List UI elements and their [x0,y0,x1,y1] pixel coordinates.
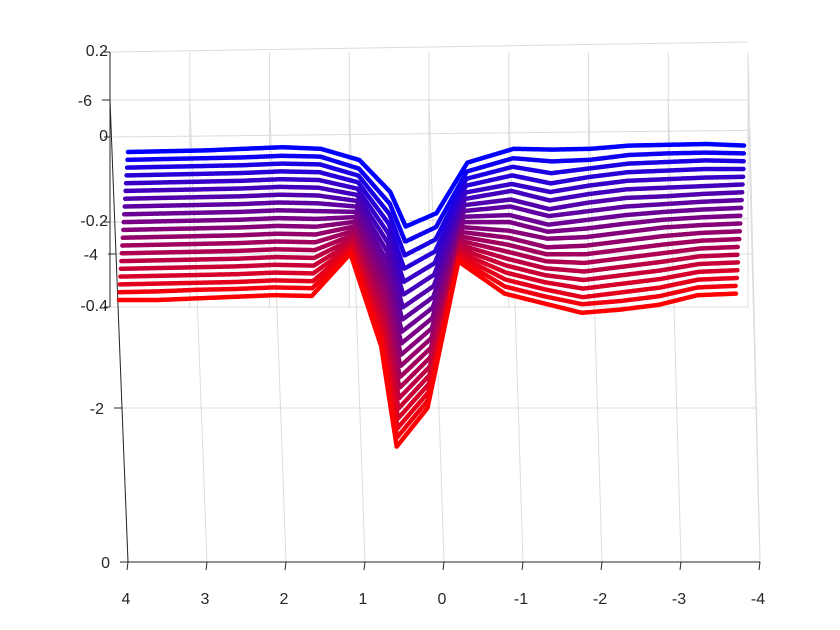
floor-grid-x-2 [269,99,287,563]
z-tick-label-0: 0.2 [86,43,108,60]
series-line-2 [124,158,747,258]
series-line-19 [116,251,739,449]
z-tick-label-3: -0.4 [80,298,108,315]
series-line-9 [121,213,743,346]
series-line-12 [120,228,742,380]
y-tick-label-3: -6 [78,93,92,110]
x-tick-0 [126,561,129,571]
x-tick-4 [442,561,445,571]
series-line-14 [119,236,741,401]
data-series [116,141,748,449]
x-tick-label-0: 4 [122,591,131,608]
series-line-0 [125,141,748,229]
z-tick-label-2: -0.2 [80,213,108,230]
series-line-7 [122,197,744,322]
x-tick-2 [284,561,287,571]
x-tick-label-2: 2 [280,591,289,608]
y-axis-line [109,99,129,563]
series-line-13 [119,232,742,391]
axes [102,51,761,571]
series-line-8 [121,205,744,334]
z-tick-label-1: 0 [99,128,108,145]
x-tick-label-6: -2 [593,591,607,608]
x-tick-7 [679,561,682,571]
x-tick-label-5: -1 [514,591,528,608]
series-line-1 [125,150,747,244]
x-tick-6 [600,561,603,571]
x-tick-label-1: 3 [201,591,210,608]
x-tick-8 [758,561,761,571]
x-tick-3 [363,561,366,571]
series-line-11 [120,224,743,369]
series-line-6 [122,190,745,310]
y-tick-label-2: -4 [84,247,98,264]
floor-grid-x-1 [189,99,208,563]
x-tick-label-8: -4 [751,591,765,608]
wall-grid-z-0 [109,41,749,53]
x-tick-1 [205,561,208,571]
x-tick-label-7: -3 [672,591,686,608]
x-tick-label-3: 1 [359,591,368,608]
floor-grid-x-3 [348,99,366,563]
series-line-16 [118,243,740,421]
y-tick-label-1: -2 [90,401,104,418]
series-line-17 [117,246,740,431]
series-line-15 [118,239,741,411]
series-line-4 [123,174,746,285]
right-wall-edge [747,51,761,563]
series-line-10 [121,219,743,358]
x-tick-5 [521,561,524,571]
series-line-18 [117,248,739,440]
x-tick-label-4: 0 [438,591,447,608]
tick-labels: 4 3 2 1 0 -1 -2 -3 -4 0 -2 -4 -6 0.2 0 -0.2 -0.4 [78,43,765,608]
series-line-5 [123,182,745,297]
series-line-3 [124,166,746,271]
y-tick-label-0: 0 [101,555,110,572]
